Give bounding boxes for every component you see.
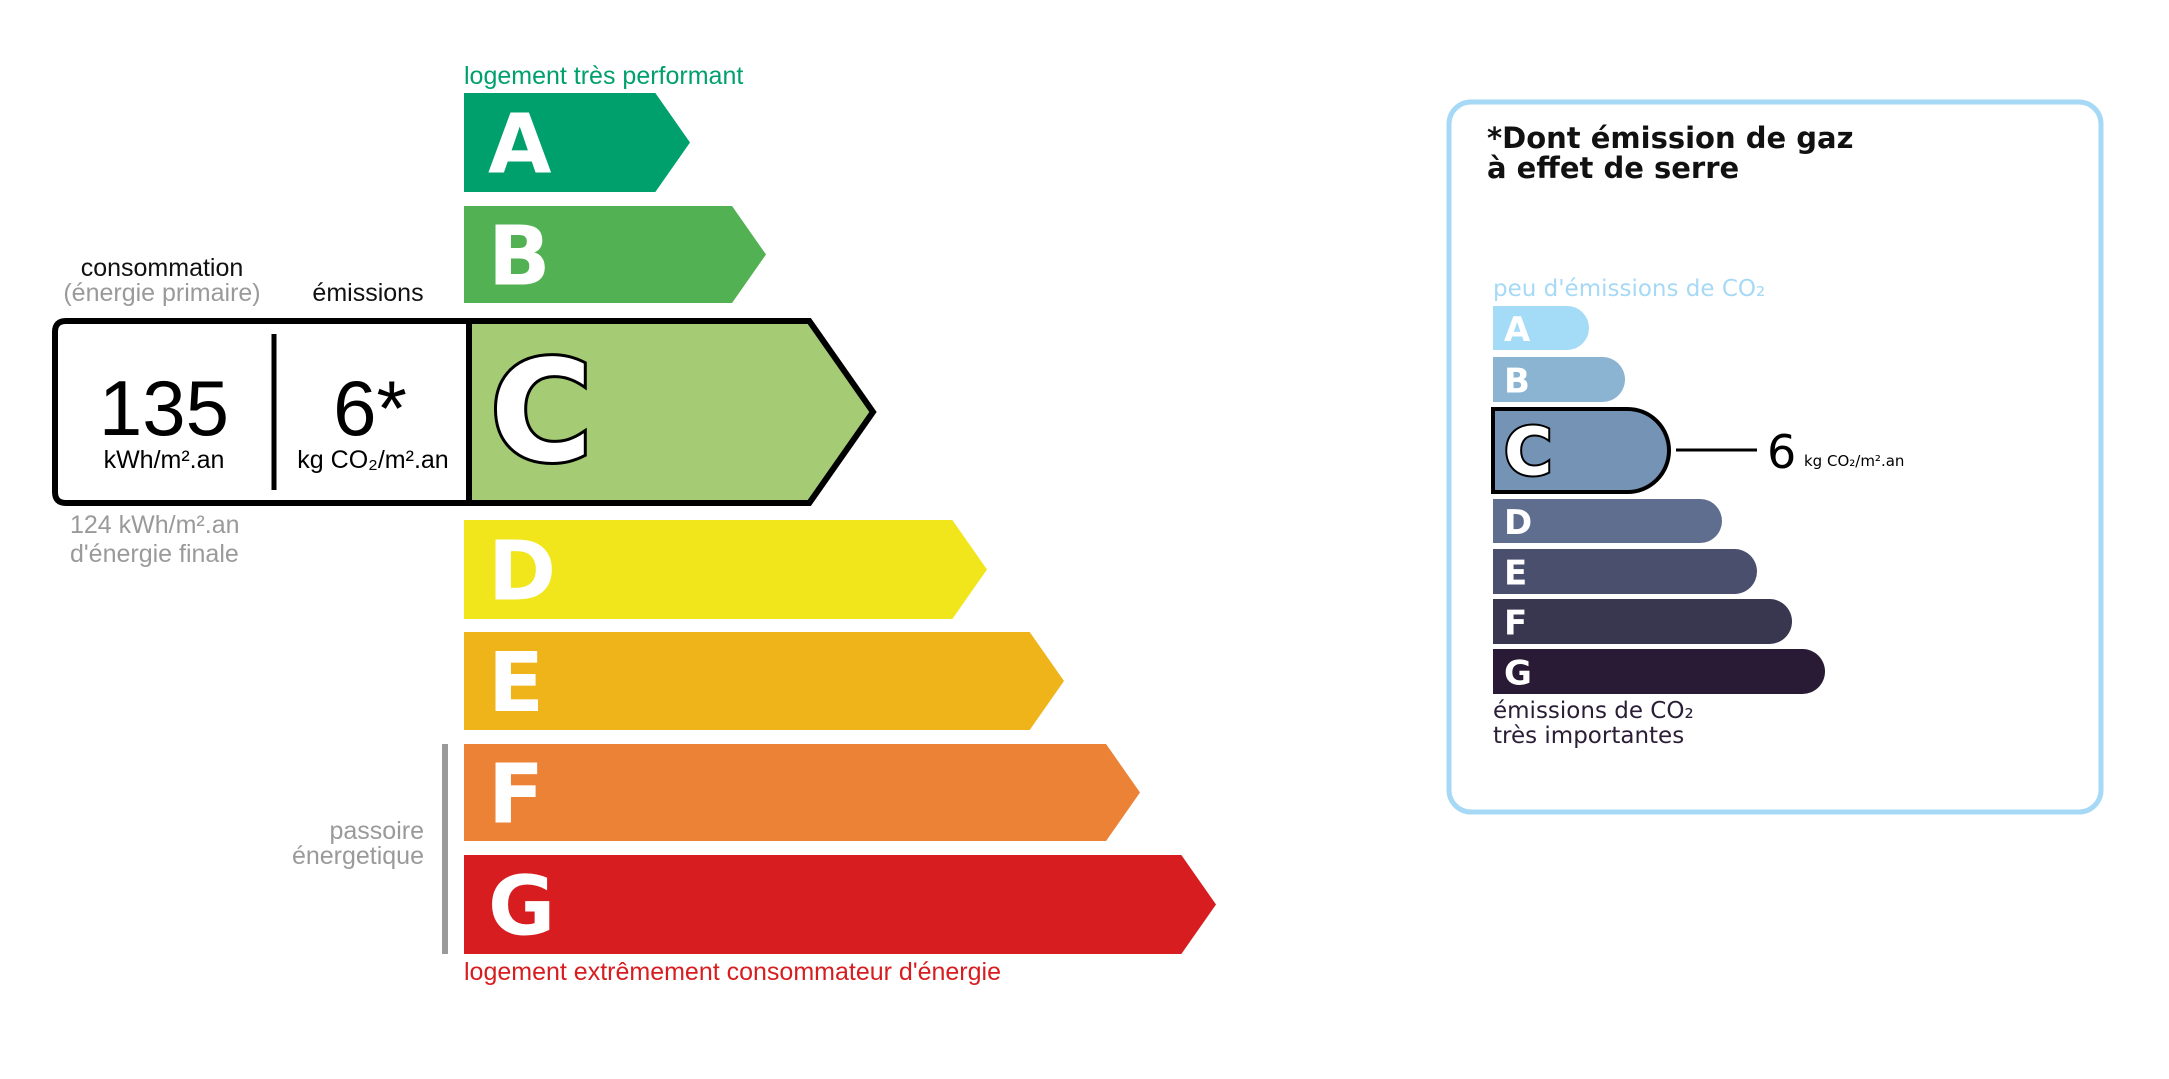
ghg-value: 6 <box>1767 425 1796 479</box>
ghg-bottom-line1: émissions de CO₂ <box>1493 698 1694 724</box>
energy-letter-f: F <box>488 748 544 843</box>
consumption-sublabel: (énergie primaire) <box>63 279 260 307</box>
energy-letter-c: C <box>490 331 593 494</box>
ghg-title-line1: *Dont émission de gaz <box>1487 121 1853 155</box>
ghg-bar-d <box>1493 499 1722 543</box>
energy-class-e: E <box>464 632 1064 731</box>
ghg-class-a: A <box>1493 306 1589 350</box>
energy-letter-e: E <box>488 636 544 731</box>
ghg-letter-a: A <box>1504 310 1531 350</box>
energy-top-label: logement très performant <box>464 62 743 90</box>
ghg-bar-f <box>1493 599 1793 644</box>
consumption-value: 135 <box>99 364 229 452</box>
emissions-value: 6* <box>333 364 407 452</box>
emissions-unit: kg CO₂/m².an <box>297 446 448 474</box>
consumption-label: consommation <box>81 254 244 282</box>
energy-bar-e <box>464 632 1064 730</box>
energy-bar-f <box>464 744 1140 841</box>
ghg-bottom-line2: très importantes <box>1493 723 1684 749</box>
passoire-label-line2: énergetique <box>292 842 424 870</box>
ghg-letter-f: F <box>1504 604 1527 644</box>
energy-class-c: C <box>466 318 877 506</box>
energy-bar-d <box>464 520 987 619</box>
energy-class-a: A <box>464 93 690 193</box>
energy-class-f: F <box>464 744 1140 843</box>
value-box <box>52 318 472 506</box>
ghg-bar-g <box>1493 649 1826 694</box>
ghg-bar-b <box>1493 357 1625 402</box>
final-energy-value: 124 kWh/m².an <box>70 511 240 539</box>
energy-bar-b <box>464 206 766 303</box>
ghg-bar-a <box>1493 306 1589 350</box>
energy-bar-a <box>464 93 690 192</box>
ghg-unit: kg CO₂/m².an <box>1804 452 1904 470</box>
ghg-letter-b: B <box>1504 362 1530 402</box>
ghg-letter-c: C <box>1504 414 1552 491</box>
final-energy-label: d'énergie finale <box>70 540 239 568</box>
ghg-top-label: peu d'émissions de CO₂ <box>1493 276 1765 302</box>
ghg-title-line2: à effet de serre <box>1487 151 1739 185</box>
ghg-bar-e <box>1493 549 1757 594</box>
energy-class-b: B <box>464 206 766 305</box>
emissions-label: émissions <box>312 279 423 307</box>
ghg-bar-c <box>1491 407 1671 494</box>
energy-letter-g: G <box>488 860 555 955</box>
energy-bottom-label: logement extrêmement consommateur d'éner… <box>464 958 1001 986</box>
ghg-class-g: G <box>1493 649 1826 694</box>
ghg-class-c: C <box>1491 407 1671 494</box>
ghg-letter-e: E <box>1504 554 1527 594</box>
energy-letter-d: D <box>488 525 556 620</box>
consumption-unit: kWh/m².an <box>104 446 225 474</box>
energy-letter-b: B <box>488 210 551 305</box>
energy-class-d: D <box>464 520 987 620</box>
ghg-class-d: D <box>1493 499 1722 543</box>
ghg-class-b: B <box>1493 357 1625 402</box>
energy-class-g: G <box>464 855 1216 955</box>
ghg-class-f: F <box>1493 599 1793 644</box>
ghg-letter-g: G <box>1504 654 1532 694</box>
passoire-label-line1: passoire <box>330 817 425 845</box>
ghg-letter-d: D <box>1504 503 1532 543</box>
energy-letter-a: A <box>488 98 552 193</box>
energy-bar-g <box>464 855 1216 954</box>
ghg-class-e: E <box>1493 549 1757 594</box>
